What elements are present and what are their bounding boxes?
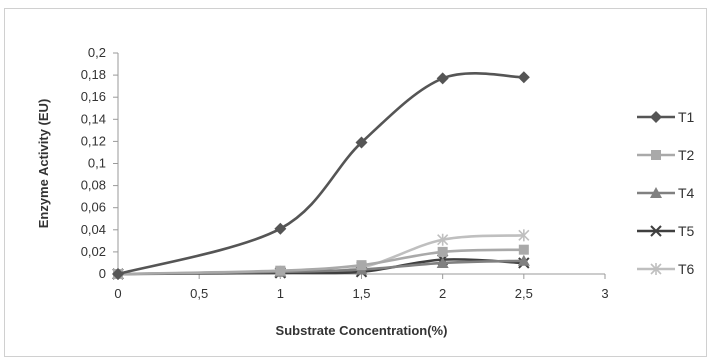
data-point-t6: [518, 229, 530, 242]
x-axis: 0 0,5 1 1,5 2 2,5 3: [114, 273, 609, 301]
data-point-t4: [436, 256, 449, 268]
y-axis-title: Enzyme Activity (EU): [36, 99, 51, 229]
y-tick-label: 0,1: [88, 156, 106, 171]
data-point-t2: [518, 244, 529, 255]
x-tick-label: 3: [601, 286, 608, 301]
y-tick-label: 0,04: [81, 222, 106, 237]
data-point-t1: [274, 222, 287, 235]
legend-label: T2: [678, 147, 695, 163]
y-tick-label: 0,16: [81, 89, 106, 104]
x-tick-label: 0: [114, 286, 121, 301]
data-point-t1: [355, 136, 368, 149]
y-tick-label: 0,08: [81, 178, 106, 193]
y-axis: 0 0,02 0,04 0,06 0,08 0,1 0,12 0,14 0,16 0,18 0,2: [81, 45, 119, 281]
y-tick-label: 0,06: [81, 200, 106, 215]
x-tick-label: 2,5: [515, 286, 533, 301]
x-tick-label: 1: [277, 286, 284, 301]
data-point-t2: [437, 246, 448, 257]
legend-marker-t2: [651, 150, 661, 160]
data-point-t1: [112, 268, 124, 280]
chart-frame: 0 0,02 0,04 0,06 0,08 0,1 0,12 0,14 0,16 0,18 0,2 …: [4, 8, 707, 357]
y-tick-label: 0,12: [81, 133, 106, 148]
x-tick-label: 0,5: [190, 286, 208, 301]
legend-marker-t1: [650, 111, 662, 123]
series-t1: [112, 71, 530, 280]
data-point-t6: [437, 233, 449, 246]
line-chart: 00,020,040,060,080,10,120,140,160,180,2 …: [36, 45, 695, 338]
data-point-t1: [517, 71, 530, 84]
data-point-t2: [356, 260, 367, 271]
legend-marker-t5: [650, 225, 662, 237]
x-axis-title: Substrate Concentration(%): [276, 323, 448, 338]
x-tick-label: 1,5: [352, 286, 370, 301]
legend-item-t4: T4: [637, 185, 695, 201]
series-t5: [112, 253, 530, 280]
y-tick-label: 0,2: [88, 45, 106, 60]
legend-item-t2: T2: [637, 147, 695, 163]
legend-item-t5: T5: [637, 223, 695, 239]
legend-item-t6: T6: [637, 261, 695, 277]
y-tick-label: 0,02: [81, 244, 106, 259]
x-tick-label: 2: [439, 286, 446, 301]
data-point-t4: [517, 254, 530, 266]
data-point-t2: [275, 265, 286, 276]
legend-item-t1: T1: [637, 109, 695, 125]
legend: T1 T2 T4 T5 T6: [637, 109, 695, 277]
data-point-t1: [436, 72, 449, 85]
legend-label: T6: [678, 261, 695, 277]
legend-marker-t6: [650, 263, 662, 275]
series-line-t1: [117, 72, 524, 276]
legend-marker-t4: [650, 187, 662, 198]
series-lines: [112, 71, 530, 280]
legend-label: T1: [678, 109, 695, 125]
y-tick-label: 0: [99, 266, 106, 281]
y-tick-label: 0,14: [81, 111, 106, 126]
legend-label: T4: [678, 185, 695, 201]
y-tick-label: 0,18: [81, 67, 106, 82]
legend-label: T5: [678, 223, 695, 239]
